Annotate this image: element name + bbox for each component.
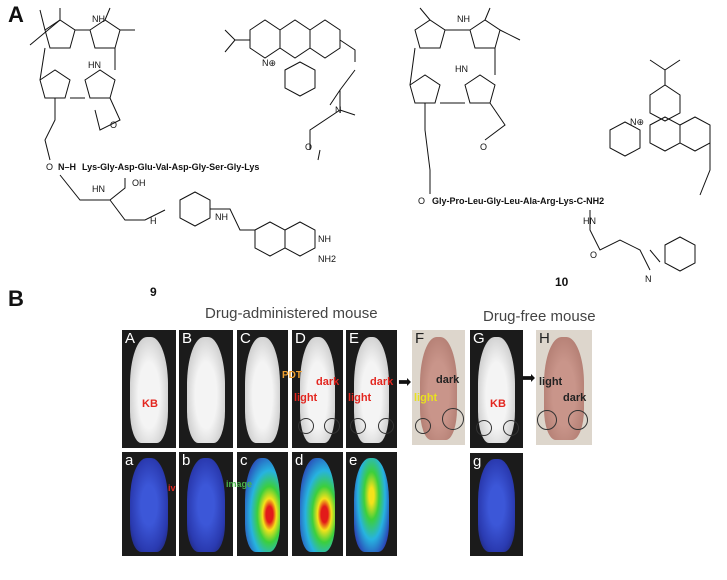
panel-letter: H	[539, 330, 550, 347]
atom-label: NH	[215, 212, 228, 222]
atom-label: NH	[318, 234, 331, 244]
panel-letter: D	[295, 330, 306, 347]
light-label: light	[539, 376, 563, 388]
panel-letter: a	[125, 452, 134, 469]
compound-9-structure: NH HN O N⊕ N O O N–H Lys-Gly-Asp-Glu-Val…	[29, 7, 711, 284]
fluorescence-panel-a: a	[122, 452, 176, 556]
atom-label: O	[46, 162, 53, 172]
atom-label: HN	[88, 60, 101, 70]
atom-label: O	[590, 250, 597, 260]
panel-letter: F	[415, 330, 425, 347]
atom-label: NH	[92, 14, 105, 24]
atom-label: O	[418, 196, 425, 206]
panel-letter: E	[349, 330, 360, 347]
compound-10-number: 10	[555, 275, 569, 289]
fluorescence-panel-b: b	[179, 452, 233, 556]
atom-label: O	[305, 142, 312, 152]
panel-letter: d	[295, 452, 304, 469]
fluorescence-panel-d: d	[292, 452, 343, 556]
nh-linker-label: N–H	[58, 162, 76, 172]
panel-letter: e	[349, 452, 358, 469]
dark-label: dark	[370, 376, 394, 388]
atom-label: N⊕	[262, 58, 276, 68]
fluorescence-panel-g: g	[470, 453, 523, 556]
atom-label: O	[480, 142, 487, 152]
iv-label: iv	[168, 483, 176, 493]
fluorescence-panel-c: c	[237, 452, 288, 556]
atom-label: HN	[455, 64, 468, 74]
panel-letter: b	[182, 452, 191, 469]
light-label: light	[294, 392, 318, 404]
dark-label: dark	[436, 374, 460, 386]
kb-label: KB	[142, 398, 158, 410]
image-label: image	[226, 479, 253, 489]
panel-letter: c	[240, 452, 248, 469]
atom-label: N	[645, 274, 652, 284]
compound-9-number: 9	[150, 285, 157, 299]
right-arrow-icon: ➡	[522, 370, 536, 387]
panel-label-b: B	[8, 286, 24, 311]
atom-label: HN	[92, 184, 105, 194]
panel-letter: B	[182, 330, 193, 347]
atom-label: H	[150, 216, 157, 226]
panel-label-a: A	[8, 2, 24, 27]
pdt-label: PDT	[282, 370, 302, 381]
kb-label: KB	[490, 398, 506, 410]
atom-label: N⊕	[630, 117, 644, 127]
atom-label: NH2	[318, 254, 336, 264]
compound-10-peptide: Gly-Pro-Leu-Gly-Leu-Ala-Arg-Lys-C-NH2	[432, 196, 604, 206]
atom-label: HN	[583, 216, 596, 226]
atom-label: NH	[457, 14, 470, 24]
atom-label: N	[335, 105, 342, 115]
dark-label: dark	[316, 376, 340, 388]
panel-letter: A	[125, 330, 136, 347]
compound-9-peptide: Lys-Gly-Asp-Glu-Val-Asp-Gly-Ser-Gly-Lys	[82, 162, 259, 172]
right-arrow-icon: ➡	[398, 374, 412, 391]
atom-label: OH	[132, 178, 146, 188]
panel-letter: C	[240, 330, 251, 347]
drug-free-title: Drug-free mouse	[483, 308, 596, 325]
panel-letter: G	[473, 330, 485, 347]
image-panel-G: G KB	[470, 330, 523, 448]
image-panel-B: B	[179, 330, 233, 448]
image-panel-A: A KB	[122, 330, 176, 448]
drug-administered-title: Drug-administered mouse	[205, 305, 378, 322]
image-panel-C: C	[237, 330, 288, 448]
panel-letter: g	[473, 453, 482, 470]
light-label: light	[348, 392, 372, 404]
light-label: light	[414, 392, 438, 404]
fluorescence-panel-e: e	[346, 452, 397, 556]
atom-label: O	[110, 120, 117, 130]
dark-label: dark	[563, 392, 587, 404]
